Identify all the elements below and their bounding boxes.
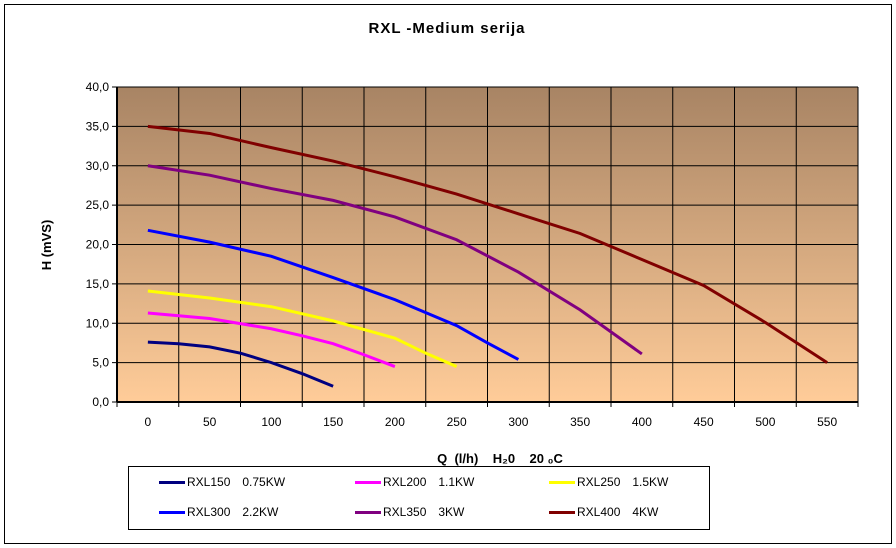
y-tick-label: 25,0	[86, 198, 110, 212]
legend-item-rxl150: RXL150 0.75KW	[159, 475, 285, 489]
legend-name: RXL350	[383, 505, 427, 519]
x-tick-label: 300	[508, 415, 528, 429]
legend-name: RXL150	[187, 475, 231, 489]
y-tick-label: 35,0	[86, 119, 110, 133]
chart: RXL -Medium serija H (mVS) Q (l/h) H₂0 2…	[39, 20, 859, 466]
x-tick-label: 550	[817, 415, 837, 429]
x-tick-label: 500	[755, 415, 775, 429]
x-tick-label: 150	[323, 415, 343, 429]
y-tick-label: 5,0	[92, 356, 109, 370]
legend-swatch	[549, 510, 575, 514]
series-line-rxl150	[147, 340, 334, 388]
x-axis-label: Q (l/h) H₂0 20 ₀C	[437, 451, 563, 466]
y-tick-label: 0,0	[92, 395, 109, 409]
x-tick-label: 400	[632, 415, 652, 429]
legend-name: RXL300	[187, 505, 231, 519]
series-line-rxl300	[147, 228, 520, 361]
chart-title: RXL -Medium serija	[369, 20, 526, 37]
legend-name: RXL250	[577, 475, 621, 489]
x-tick-label: 50	[203, 415, 217, 429]
x-tick-label: 450	[694, 415, 714, 429]
y-tick-label: 40,0	[86, 80, 110, 94]
legend-item-rxl350: RXL350 3KW	[355, 505, 464, 519]
legend-name: RXL200	[383, 475, 427, 489]
series-line-rxl200	[147, 311, 396, 368]
legend-swatch	[549, 480, 575, 484]
legend-swatch	[355, 480, 381, 484]
y-tick-label: 10,0	[86, 316, 110, 330]
y-tick-label: 30,0	[86, 159, 110, 173]
y-tick-label: 15,0	[86, 277, 110, 291]
legend: RXL150 0.75KW RXL200 1.1KW RXL250 1.5KW RXL300…	[128, 466, 710, 530]
legend-item-rxl300: RXL300 2.2KW	[159, 505, 278, 519]
x-tick-label: 200	[385, 415, 405, 429]
y-tick-label: 20,0	[86, 238, 110, 252]
legend-power: 4KW	[632, 505, 659, 519]
series-line-rxl350	[147, 164, 643, 356]
x-tick-label: 250	[447, 415, 467, 429]
series-line-rxl400	[147, 124, 828, 364]
y-axis-label: H (mVS)	[39, 220, 54, 271]
legend-item-rxl200: RXL200 1.1KW	[355, 475, 474, 489]
legend-power: 2.2KW	[242, 505, 279, 519]
legend-power: 1.5KW	[632, 475, 669, 489]
x-tick-label: 100	[261, 415, 281, 429]
legend-power: 1.1KW	[438, 475, 475, 489]
chart-frame: RXL -Medium serija H (mVS) Q (l/h) H₂0 2…	[4, 4, 892, 544]
legend-swatch	[159, 510, 185, 514]
legend-power: 3KW	[438, 505, 465, 519]
legend-swatch	[355, 510, 381, 514]
legend-swatch	[159, 480, 185, 484]
legend-name: RXL400	[577, 505, 621, 519]
x-tick-label: 350	[570, 415, 590, 429]
legend-power: 0.75KW	[242, 475, 286, 489]
series-line-rxl250	[147, 289, 458, 368]
legend-item-rxl250: RXL250 1.5KW	[549, 475, 668, 489]
legend-item-rxl400: RXL400 4KW	[549, 505, 658, 519]
x-tick-label: 0	[145, 415, 152, 429]
